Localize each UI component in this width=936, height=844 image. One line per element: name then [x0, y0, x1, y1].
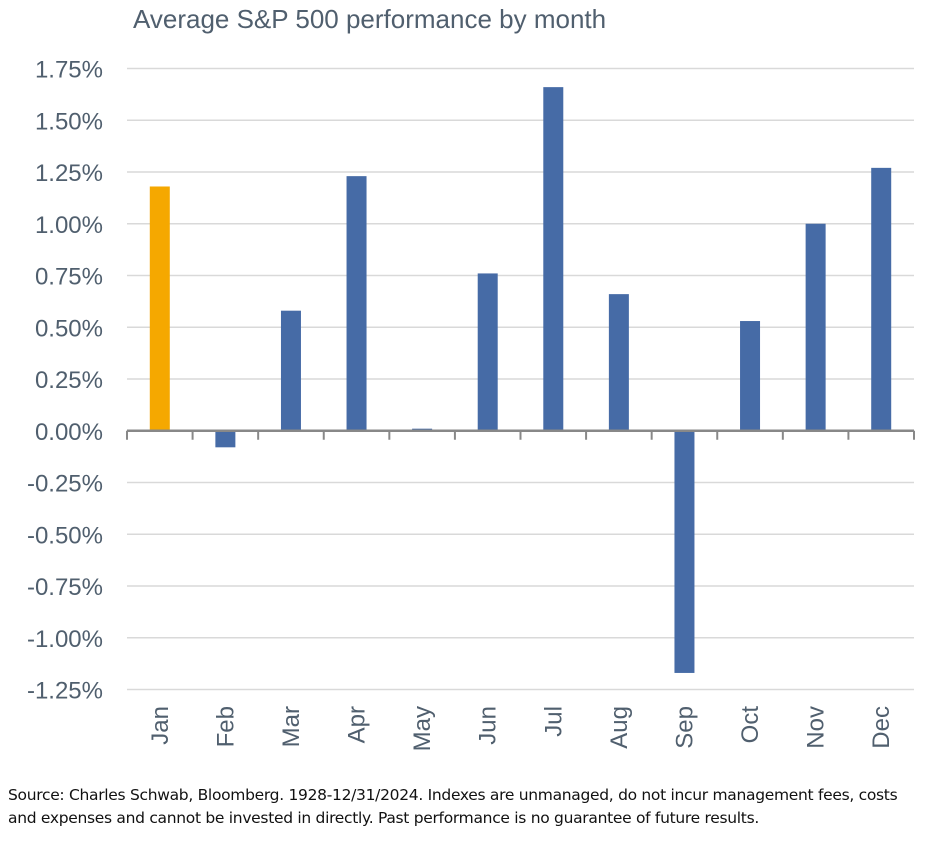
bar-chart: 1.75% 1.50% 1.25% 1.00% 0.75% 0.50% 0.25% 0.00%… — [27, 57, 915, 751]
bar-jan — [149, 186, 170, 431]
y-tick-label: 1.50% — [35, 108, 103, 135]
x-tick-label: Sep — [671, 706, 698, 749]
x-tick-label: Jan — [147, 706, 174, 745]
x-tick-label: Aug — [606, 706, 633, 749]
bar-jun — [477, 273, 498, 431]
x-tick-label: Mar — [278, 706, 305, 747]
y-tick-label: 0.75% — [35, 264, 103, 291]
bar-sep — [674, 430, 695, 673]
y-tick-label: -1.00% — [27, 626, 103, 653]
x-tick-label: Apr — [344, 706, 371, 743]
y-tick-label: -0.25% — [27, 471, 103, 498]
y-tick-label: -1.25% — [27, 678, 103, 705]
x-tick-label: Dec — [868, 706, 895, 749]
y-tick-label: 1.75% — [35, 57, 103, 84]
x-tick-label: Jun — [475, 706, 502, 745]
bar-aug — [608, 294, 629, 431]
x-tick-label: Nov — [803, 706, 830, 749]
bar-dec — [871, 167, 892, 431]
y-tick-label: -0.50% — [27, 522, 103, 549]
y-tick-label: 1.25% — [35, 160, 103, 187]
source-note-line-1: Source: Charles Schwab, Bloomberg. 1928-… — [8, 786, 898, 804]
bar-mar — [280, 310, 301, 431]
y-tick-label: 0.25% — [35, 367, 103, 394]
bar-apr — [346, 176, 367, 431]
bar-jul — [543, 87, 564, 431]
x-tick-label: Oct — [737, 706, 764, 744]
x-tick-label: May — [409, 706, 436, 751]
y-tick-label: 0.00% — [35, 419, 103, 446]
y-tick-label: 1.00% — [35, 212, 103, 239]
x-tick-label: Feb — [212, 706, 239, 747]
bar-nov — [805, 223, 826, 431]
chart-title: Average S&P 500 performance by month — [133, 4, 607, 34]
bar-oct — [740, 321, 761, 431]
y-tick-label: -0.75% — [27, 574, 103, 601]
source-note-line-2: and expenses and cannot be invested in d… — [8, 809, 759, 827]
y-tick-label: 0.50% — [35, 315, 103, 342]
bar-feb — [215, 430, 236, 448]
x-tick-label: Jul — [540, 706, 567, 737]
